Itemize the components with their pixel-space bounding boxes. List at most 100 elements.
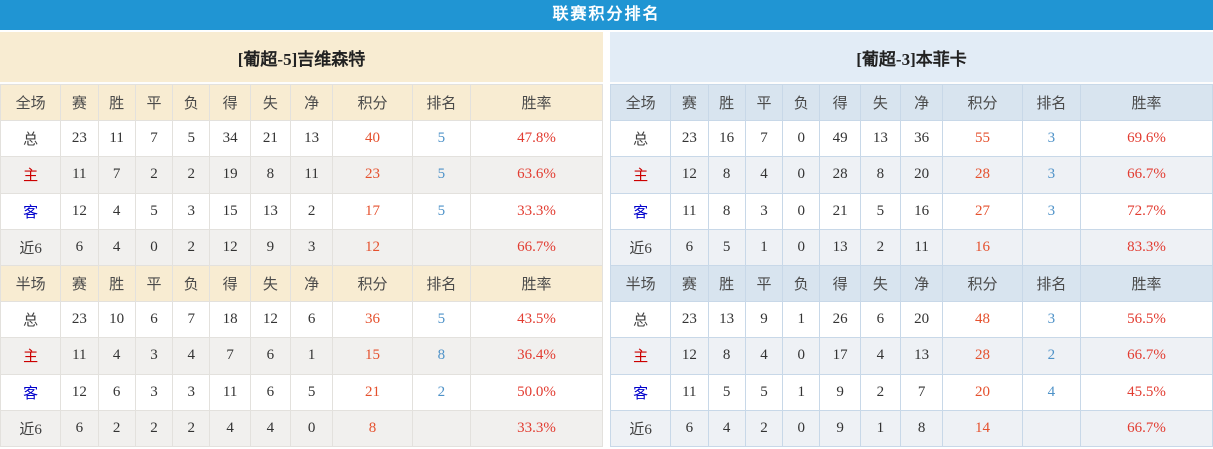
- column-header: 胜: [707, 83, 746, 122]
- stat-value: 15: [209, 192, 251, 230]
- column-header: 积分: [942, 264, 1023, 303]
- rate-value: 63.6%: [470, 156, 603, 194]
- stat-value: 12: [60, 373, 99, 411]
- section-header-row: 半场赛胜平负得失净积分 排名 胜率: [0, 264, 603, 303]
- column-header: 胜率: [470, 83, 603, 122]
- section-header-row: 全场赛胜平负得失净积分 排名 胜率: [609, 83, 1213, 122]
- stat-value: 2: [290, 192, 334, 230]
- rate-value: 50.0%: [470, 373, 603, 411]
- section-label: 全场: [0, 83, 62, 122]
- stat-value: 12: [60, 192, 99, 230]
- column-header: 积分: [332, 83, 413, 122]
- stat-value: 6: [859, 301, 902, 339]
- column-header: 负: [782, 83, 821, 122]
- stats-row: 主 11 7 2 2 19 8 11 23 5 63.6%: [0, 156, 603, 194]
- rate-value: 43.5%: [470, 301, 603, 339]
- stat-value: 13: [249, 192, 292, 230]
- stat-value: 17: [819, 337, 861, 375]
- row-label: 近6: [609, 228, 672, 266]
- points-value: 12: [332, 228, 413, 266]
- column-header: 得: [819, 264, 861, 303]
- stat-value: 2: [134, 156, 174, 194]
- rate-value: 33.3%: [470, 409, 603, 448]
- team-name-left: [葡超-5]吉维森特: [0, 32, 603, 84]
- stat-value: 5: [172, 120, 211, 158]
- column-header: 失: [859, 264, 902, 303]
- stat-value: 4: [744, 337, 784, 375]
- stats-row: 总 23 10 6 7 18 12 6 36 5 43.5%: [0, 301, 603, 339]
- stats-row: 近6 6 2 2 2 4 4 0 8 33.3%: [0, 409, 603, 448]
- stat-value: 4: [97, 228, 136, 266]
- column-header: 净: [290, 264, 334, 303]
- stat-value: 3: [134, 373, 174, 411]
- stat-value: 6: [249, 373, 292, 411]
- stat-value: 3: [290, 228, 334, 266]
- stat-value: 7: [97, 156, 136, 194]
- stats-row: 总 23 16 7 0 49 13 36 55 3 69.6%: [609, 120, 1213, 158]
- stat-value: 11: [900, 228, 944, 266]
- column-header: 排名: [1021, 264, 1082, 303]
- column-header: 净: [900, 83, 944, 122]
- column-header: 平: [134, 83, 174, 122]
- rate-value: 36.4%: [470, 337, 603, 375]
- stat-value: 0: [782, 120, 821, 158]
- stat-value: 2: [744, 409, 784, 448]
- stat-value: 5: [290, 373, 334, 411]
- column-header: 得: [819, 83, 861, 122]
- stat-value: 36: [900, 120, 944, 158]
- column-header: 负: [172, 83, 211, 122]
- rank-value: 3: [1021, 120, 1082, 158]
- team-panel-left: [葡超-5]吉维森特 全场赛胜平负得失净积分 排名 胜率总 23 11 7 5 34 21 13 4…: [0, 32, 603, 448]
- stat-value: 5: [707, 228, 746, 266]
- rank-value: 3: [1021, 192, 1082, 230]
- stat-value: 9: [249, 228, 292, 266]
- stat-value: 4: [209, 409, 251, 448]
- points-value: 20: [942, 373, 1023, 411]
- rate-value: 45.5%: [1080, 373, 1213, 411]
- stat-value: 1: [744, 228, 784, 266]
- stats-row: 总 23 13 9 1 26 6 20 48 3 56.5%: [609, 301, 1213, 339]
- stat-value: 49: [819, 120, 861, 158]
- stat-value: 11: [209, 373, 251, 411]
- stat-value: 2: [97, 409, 136, 448]
- stats-row: 近6 6 4 0 2 12 9 3 12 66.7%: [0, 228, 603, 266]
- stat-value: 0: [782, 409, 821, 448]
- stats-row: 客 12 4 5 3 15 13 2 17 5 33.3%: [0, 192, 603, 230]
- column-header: 积分: [942, 83, 1023, 122]
- stat-value: 7: [172, 301, 211, 339]
- team-name-right: [葡超-3]本菲卡: [610, 32, 1213, 84]
- row-label: 总: [0, 120, 62, 158]
- stat-value: 11: [60, 337, 99, 375]
- column-header: 胜率: [1080, 83, 1213, 122]
- stat-value: 13: [707, 301, 746, 339]
- rank-value: [1021, 228, 1082, 266]
- stat-value: 6: [134, 301, 174, 339]
- points-value: 17: [332, 192, 413, 230]
- stat-value: 6: [97, 373, 136, 411]
- points-value: 48: [942, 301, 1023, 339]
- points-value: 28: [942, 156, 1023, 194]
- column-header: 平: [134, 264, 174, 303]
- stat-value: 6: [670, 228, 709, 266]
- column-header: 胜: [707, 264, 746, 303]
- stat-value: 4: [707, 409, 746, 448]
- rank-value: 4: [1021, 373, 1082, 411]
- stat-value: 34: [209, 120, 251, 158]
- stat-value: 9: [819, 373, 861, 411]
- stats-row: 主 12 8 4 0 17 4 13 28 2 66.7%: [609, 337, 1213, 375]
- stat-value: 10: [97, 301, 136, 339]
- rate-value: 66.7%: [470, 228, 603, 266]
- rate-value: 83.3%: [1080, 228, 1213, 266]
- row-label: 客: [609, 373, 672, 411]
- stats-table-right: 全场赛胜平负得失净积分 排名 胜率总 23 16 7 0 49 13 36 55 3 69.6% 主 12 8…: [609, 83, 1213, 448]
- column-header: 负: [782, 264, 821, 303]
- section-header-row: 半场赛胜平负得失净积分 排名 胜率: [609, 264, 1213, 303]
- stats-body-right: 全场赛胜平负得失净积分 排名 胜率总 23 16 7 0 49 13 36 55 3 69.6% 主 12 8…: [609, 83, 1213, 448]
- row-label: 客: [0, 373, 62, 411]
- row-label: 近6: [0, 228, 62, 266]
- stat-value: 16: [707, 120, 746, 158]
- column-header: 排名: [1021, 83, 1082, 122]
- stat-value: 7: [744, 120, 784, 158]
- points-value: 27: [942, 192, 1023, 230]
